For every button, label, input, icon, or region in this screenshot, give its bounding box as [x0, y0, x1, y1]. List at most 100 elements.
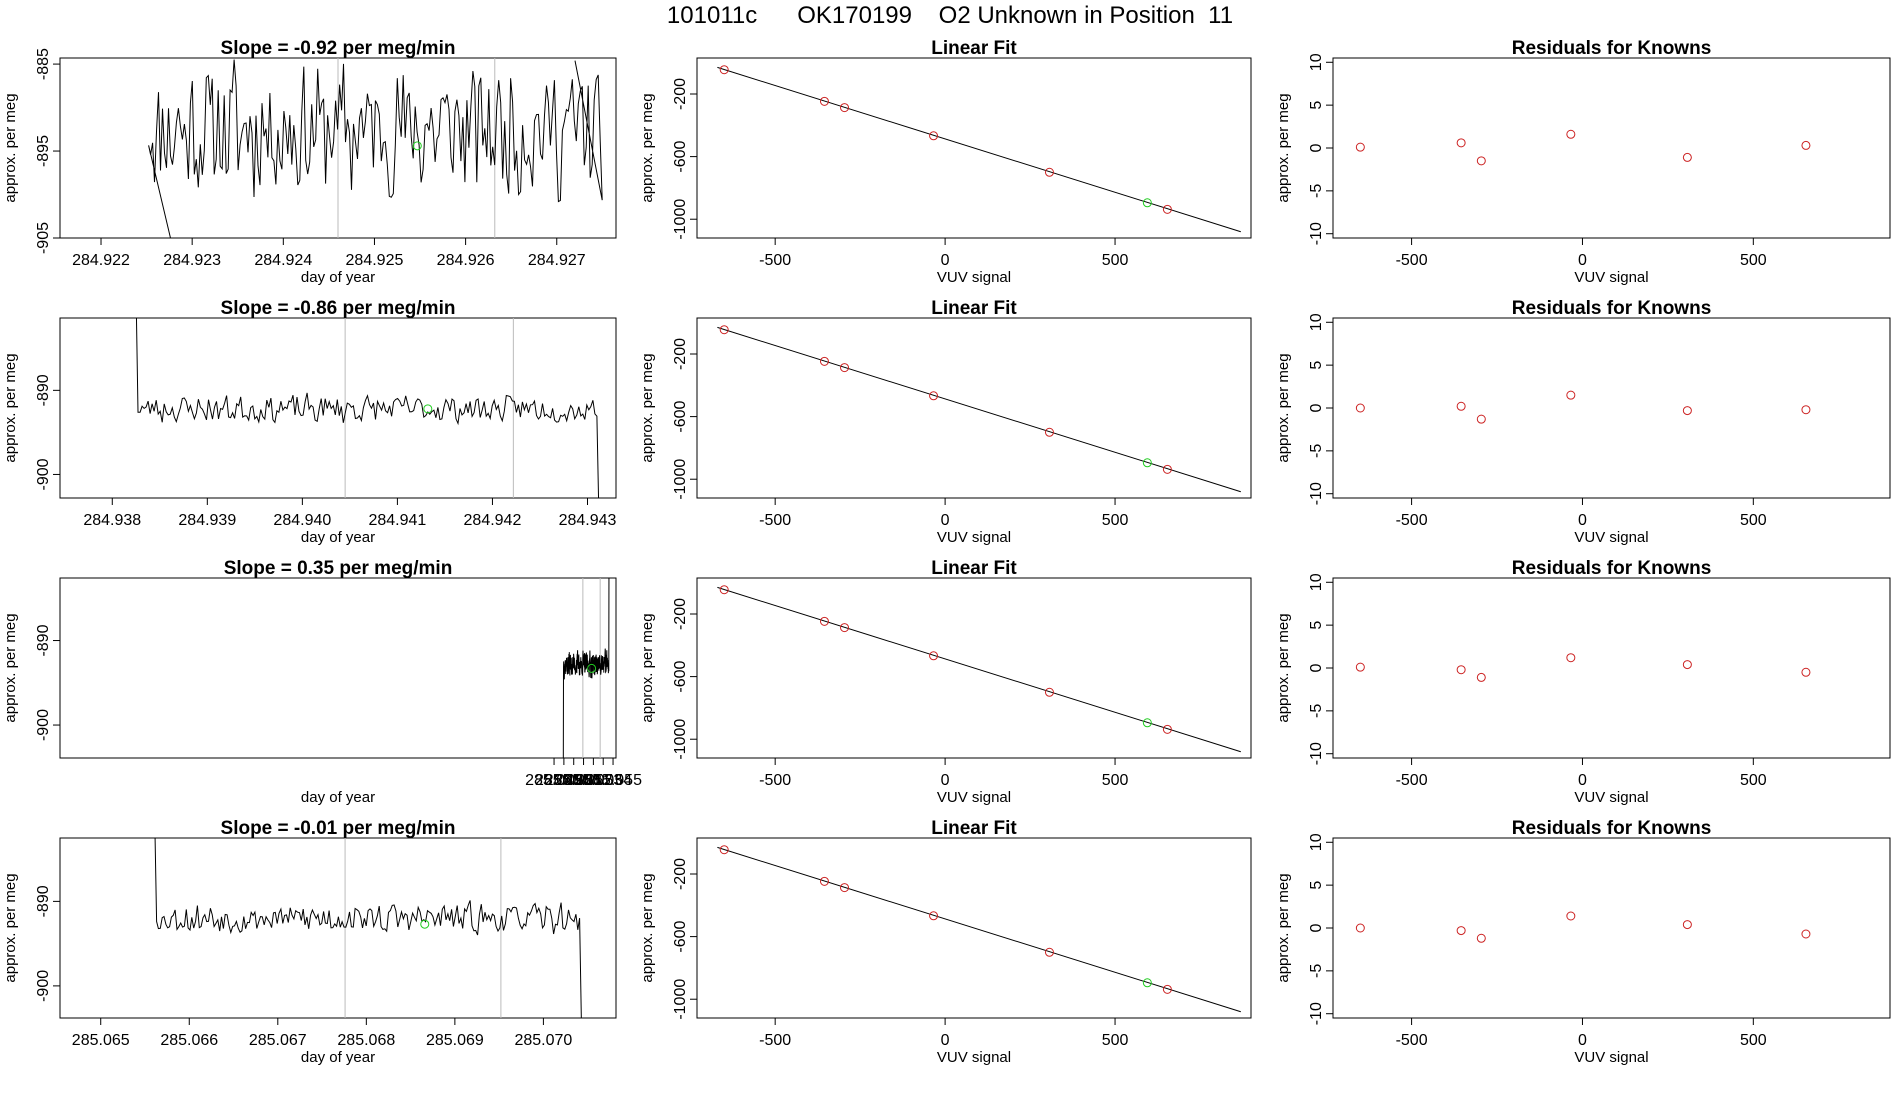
y-tick-label: 10: [1308, 313, 1325, 331]
residual-point: [1801, 667, 1811, 677]
x-tick-label: 0: [941, 772, 950, 789]
y-axis-label: approx. per meg: [1275, 873, 1292, 982]
x-tick-label: 0: [941, 512, 950, 529]
y-tick-label: -890: [35, 624, 52, 656]
x-tick-label: -500: [1396, 772, 1428, 789]
residual-point: [1355, 662, 1365, 672]
x-tick-label: 285.069: [426, 1032, 484, 1049]
y-tick-label: -5: [1308, 444, 1325, 458]
panel-1-residuals: Residuals for Knowns -500 0 500 VUV signal 10…: [1275, 38, 1891, 286]
x-axis-label: VUV signal: [937, 789, 1011, 806]
y-tick-label: -10: [1308, 482, 1325, 505]
x-tick-label: 285.070: [514, 1032, 572, 1049]
y-tick-label: -200: [672, 858, 689, 890]
x-tick-label: 500: [1740, 772, 1767, 789]
plot-area: [1355, 129, 1811, 166]
y-axis-label: approx. per meg: [1275, 613, 1292, 722]
known-point: [1162, 984, 1172, 994]
panel-title: Linear Fit: [931, 818, 1017, 839]
x-tick-label: 285.065: [72, 1032, 130, 1049]
x-tick-label: 285.054: [574, 772, 632, 789]
y-tick-label: -900: [35, 709, 52, 741]
x-tick-label: 285.050: [535, 772, 593, 789]
known-point: [840, 623, 850, 633]
series-line: [135, 318, 600, 498]
y-tick-label: -200: [672, 338, 689, 370]
x-axis-label: day of year: [301, 269, 375, 286]
residual-point: [1566, 390, 1576, 400]
y-axis-label: approx. per meg: [639, 613, 656, 722]
plot-area: [717, 845, 1241, 1013]
plot-area: [1355, 911, 1811, 943]
x-tick-label: 0: [1578, 252, 1587, 269]
panel-title: Slope = -0.01 per meg/min: [221, 818, 456, 839]
y-tick-label: 0: [1308, 923, 1325, 932]
x-tick-label: 284.941: [368, 512, 426, 529]
known-point: [840, 883, 850, 893]
x-axis-label: day of year: [301, 1049, 375, 1066]
panel-title: Slope = -0.86 per meg/min: [221, 298, 456, 319]
plot-area: [1355, 653, 1811, 682]
unknown-marker: [423, 404, 433, 414]
panel-3-timeseries: Slope = 0.35 per meg/min 285.049285.05028…: [2, 558, 642, 806]
x-tick-label: -500: [1396, 1032, 1428, 1049]
x-tick-label: -500: [759, 1032, 791, 1049]
plot-frame: [1332, 317, 1891, 499]
known-point: [719, 585, 729, 595]
panel-2-linear_fit: Linear Fit -500 0 500 VUV signal -200 -600 -100…: [639, 298, 1252, 546]
y-tick-label: -600: [672, 400, 689, 432]
residual-point: [1456, 401, 1466, 411]
y-tick-label: -10: [1308, 1002, 1325, 1025]
residual-point: [1801, 140, 1811, 150]
known-point: [929, 651, 939, 661]
residual-point: [1355, 403, 1365, 413]
residual-point: [1456, 665, 1466, 675]
y-tick-label: -885: [35, 48, 52, 80]
y-tick-label: -600: [672, 920, 689, 952]
unknown-marker: [420, 919, 430, 929]
x-tick-label: 284.927: [528, 252, 586, 269]
y-tick-label: -5: [1308, 704, 1325, 718]
known-point: [819, 96, 829, 106]
panel-1-timeseries: Slope = -0.92 per meg/min 284.922 284.923 2…: [2, 38, 617, 286]
y-axis-label: approx. per meg: [639, 353, 656, 462]
known-point: [929, 911, 939, 921]
x-tick-label: 0: [1578, 512, 1587, 529]
x-tick-label: 285.051: [545, 772, 603, 789]
y-tick-label: -5: [1308, 184, 1325, 198]
y-axis-label: approx. per meg: [1275, 93, 1292, 202]
panel-title: Residuals for Knowns: [1512, 818, 1712, 839]
plot-frame: [1332, 837, 1891, 1019]
plot-area: [154, 838, 582, 1018]
x-tick-label: 284.926: [437, 252, 495, 269]
y-tick-label: 0: [1308, 403, 1325, 412]
y-tick-label: -1000: [672, 199, 689, 240]
y-tick-label: 10: [1308, 833, 1325, 851]
x-axis-label: VUV signal: [1574, 789, 1648, 806]
panel-1-linear_fit: Linear Fit -500 0 500 VUV signal -200 -600 -100…: [639, 38, 1252, 286]
unknown-point: [1142, 978, 1152, 988]
residual-point: [1476, 933, 1486, 943]
x-tick-label: 284.924: [254, 252, 312, 269]
plot-frame: [59, 837, 617, 1019]
panel-2-timeseries: Slope = -0.86 per meg/min 284.938 284.939 2…: [2, 298, 617, 546]
y-tick-label: -10: [1308, 742, 1325, 765]
x-tick-label: 284.942: [464, 512, 522, 529]
y-tick-label: -200: [672, 78, 689, 110]
known-point: [719, 325, 729, 335]
known-point: [719, 845, 729, 855]
x-axis-label: day of year: [301, 529, 375, 546]
x-tick-label: 500: [1102, 252, 1129, 269]
plot-frame: [59, 577, 617, 759]
fit-line: [717, 66, 1241, 233]
plot-area: [148, 58, 603, 238]
y-tick-label: 5: [1308, 361, 1325, 370]
y-tick-label: 5: [1308, 881, 1325, 890]
x-tick-label: 0: [941, 252, 950, 269]
known-point: [929, 131, 939, 141]
x-tick-label: 284.922: [72, 252, 130, 269]
x-axis-label: VUV signal: [937, 529, 1011, 546]
known-point: [1044, 427, 1054, 437]
residual-point: [1682, 152, 1692, 162]
page-title: 101011c OK170199 O2 Unknown in Position …: [666, 2, 1234, 29]
